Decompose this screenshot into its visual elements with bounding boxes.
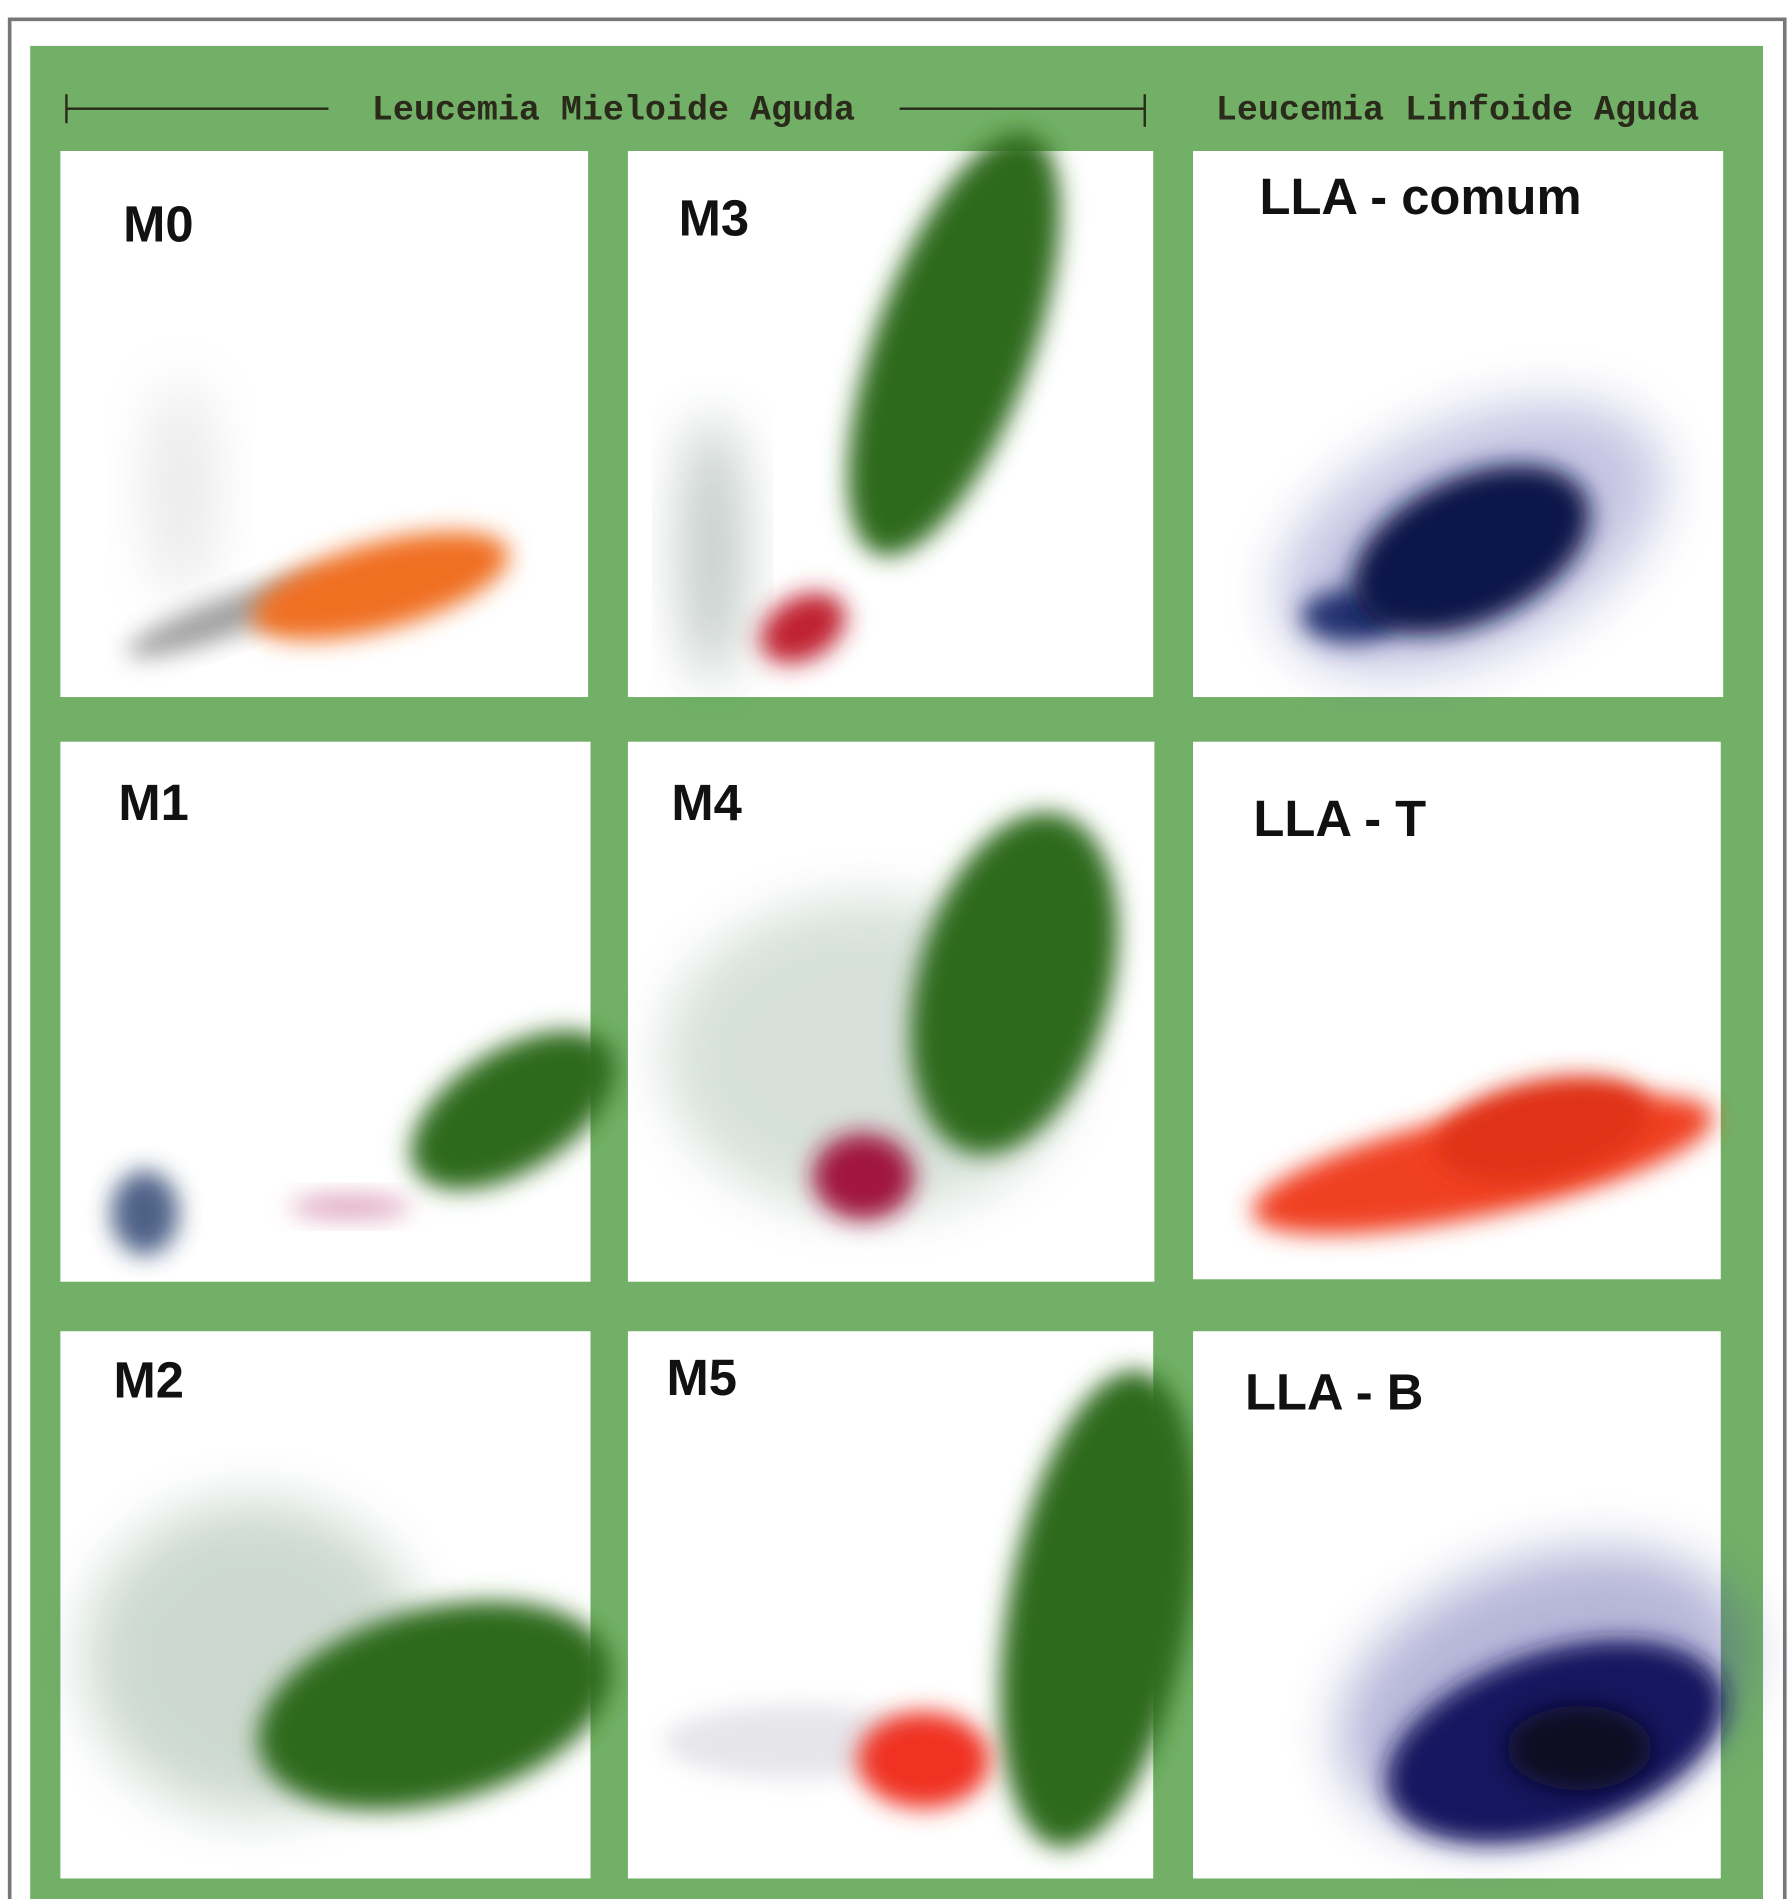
- panel: M2: [60, 1331, 634, 1878]
- panel-label: M1: [118, 774, 188, 831]
- panel-label: LLA - B: [1245, 1364, 1423, 1421]
- panel-label: LLA - T: [1253, 790, 1426, 847]
- panel-label: LLA - comum: [1259, 168, 1581, 225]
- panel: M5: [628, 1331, 1230, 1878]
- figure: Leucemia Mieloide Aguda Leucemia Linfoid…: [0, 0, 1792, 1899]
- panel-label: M4: [671, 774, 741, 831]
- panel: M4: [628, 742, 1154, 1282]
- cell-cluster: [1507, 1706, 1652, 1791]
- panel-label: M5: [667, 1349, 737, 1406]
- panel: LLA - comum: [1193, 151, 1723, 728]
- panel: M1: [60, 742, 642, 1282]
- panel: M0: [60, 151, 588, 697]
- panel-label: M2: [114, 1352, 184, 1409]
- cell-cluster: [145, 381, 217, 598]
- panel: M3: [628, 107, 1153, 697]
- panel-label: M3: [679, 190, 749, 247]
- panel: LLA - B: [1193, 1331, 1787, 1891]
- cell-cluster: [857, 1712, 990, 1809]
- lymphoid-heading: Leucemia Linfoide Aguda: [1216, 91, 1699, 131]
- myeloid-heading: Leucemia Mieloide Aguda: [372, 91, 855, 131]
- panel: LLA - T: [1193, 742, 1724, 1280]
- panel-label: M0: [123, 196, 193, 253]
- cell-cluster: [813, 1133, 914, 1220]
- cell-cluster: [111, 1171, 179, 1256]
- cell-cluster: [290, 1195, 411, 1219]
- cell-cluster: [682, 417, 742, 683]
